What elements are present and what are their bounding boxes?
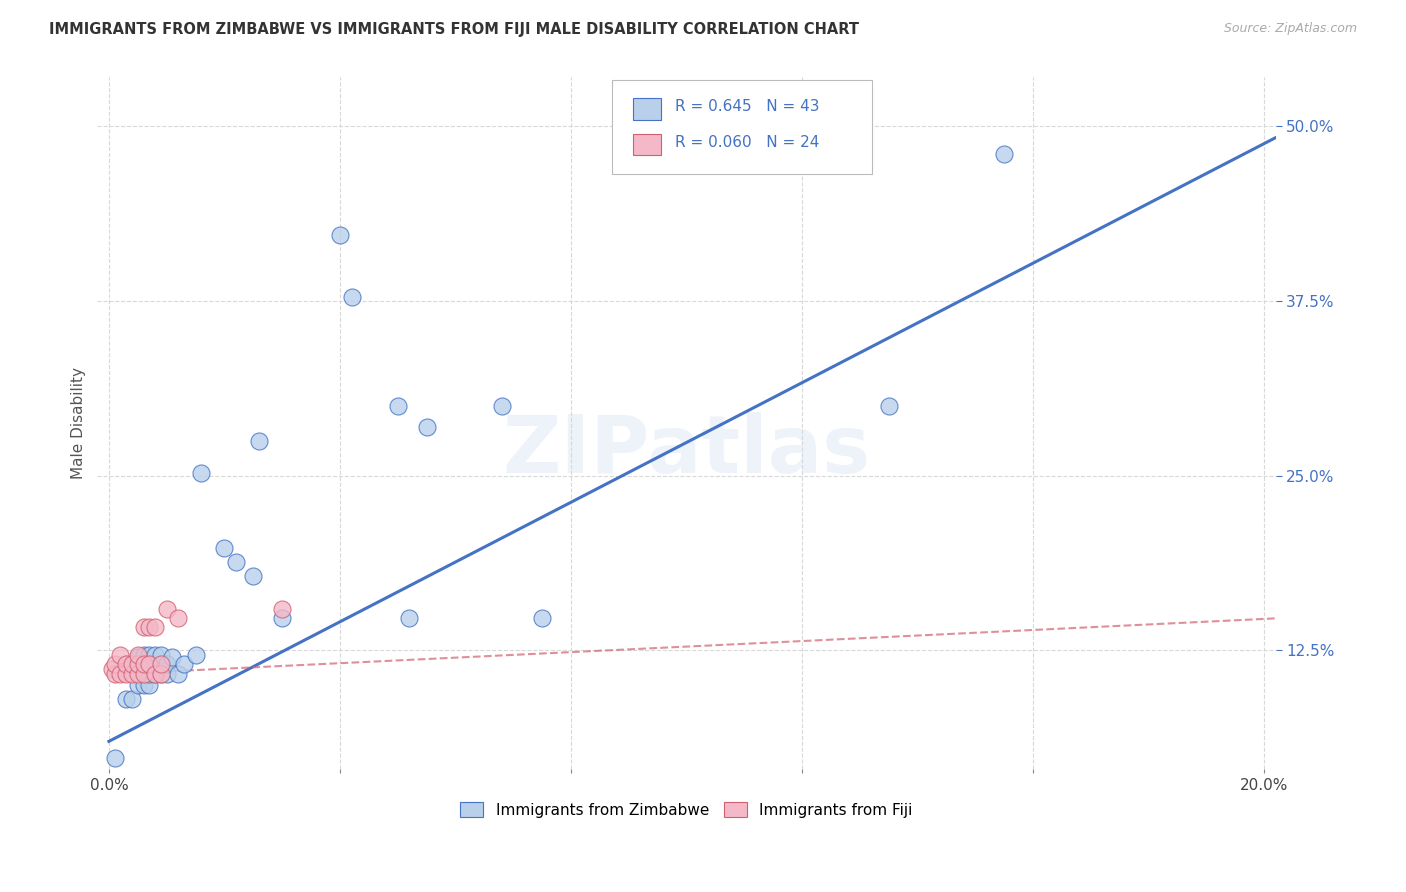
Point <box>104 667 127 681</box>
Point <box>398 611 420 625</box>
Point <box>149 667 172 681</box>
Point <box>247 434 270 448</box>
Point <box>162 650 184 665</box>
Point <box>415 420 437 434</box>
Point <box>127 648 149 662</box>
Point <box>127 662 149 676</box>
Point <box>993 147 1015 161</box>
Point <box>173 657 195 672</box>
Point <box>132 657 155 672</box>
Point <box>101 662 124 676</box>
Point <box>104 751 127 765</box>
Point <box>877 399 900 413</box>
Point <box>104 657 127 672</box>
Point <box>329 228 352 243</box>
Point <box>167 667 190 681</box>
Point <box>214 541 236 556</box>
Point <box>190 466 212 480</box>
Point <box>138 648 160 662</box>
Point <box>115 657 138 672</box>
Point <box>127 678 149 692</box>
Point <box>143 648 166 662</box>
Point <box>138 657 160 672</box>
Point <box>184 648 207 662</box>
Point <box>138 667 160 681</box>
Point <box>132 620 155 634</box>
Point <box>132 657 155 672</box>
Point <box>115 657 138 672</box>
Point <box>156 601 179 615</box>
Point <box>271 611 294 625</box>
Point <box>491 399 513 413</box>
Text: ZIPatlas: ZIPatlas <box>502 412 870 490</box>
Point <box>531 611 554 625</box>
Text: R = 0.645   N = 43: R = 0.645 N = 43 <box>675 99 820 114</box>
Point <box>121 692 143 706</box>
Point <box>132 648 155 662</box>
Point <box>143 657 166 672</box>
Point <box>167 611 190 625</box>
Text: Source: ZipAtlas.com: Source: ZipAtlas.com <box>1223 22 1357 36</box>
Point <box>149 657 172 672</box>
Point <box>127 650 149 665</box>
Point <box>138 620 160 634</box>
Point <box>387 399 409 413</box>
Y-axis label: Male Disability: Male Disability <box>72 368 86 479</box>
Point <box>143 620 166 634</box>
Point <box>156 667 179 681</box>
Point <box>149 648 172 662</box>
Point <box>225 556 247 570</box>
Point <box>110 667 132 681</box>
Point <box>138 657 160 672</box>
Point <box>149 667 172 681</box>
Point <box>340 290 363 304</box>
Point <box>156 657 179 672</box>
Point <box>242 569 264 583</box>
Point <box>110 648 132 662</box>
Point <box>138 678 160 692</box>
Point <box>121 657 143 672</box>
Point <box>121 667 143 681</box>
Text: R = 0.060   N = 24: R = 0.060 N = 24 <box>675 135 820 150</box>
Point <box>127 667 149 681</box>
Legend: Immigrants from Zimbabwe, Immigrants from Fiji: Immigrants from Zimbabwe, Immigrants fro… <box>454 796 920 824</box>
Point <box>127 657 149 672</box>
Text: IMMIGRANTS FROM ZIMBABWE VS IMMIGRANTS FROM FIJI MALE DISABILITY CORRELATION CHA: IMMIGRANTS FROM ZIMBABWE VS IMMIGRANTS F… <box>49 22 859 37</box>
Point <box>132 678 155 692</box>
Point <box>132 667 155 681</box>
Point <box>271 601 294 615</box>
Point <box>115 692 138 706</box>
Point <box>149 657 172 672</box>
Point <box>132 667 155 681</box>
Point <box>143 667 166 681</box>
Point <box>115 667 138 681</box>
Point <box>143 667 166 681</box>
Point <box>121 657 143 672</box>
